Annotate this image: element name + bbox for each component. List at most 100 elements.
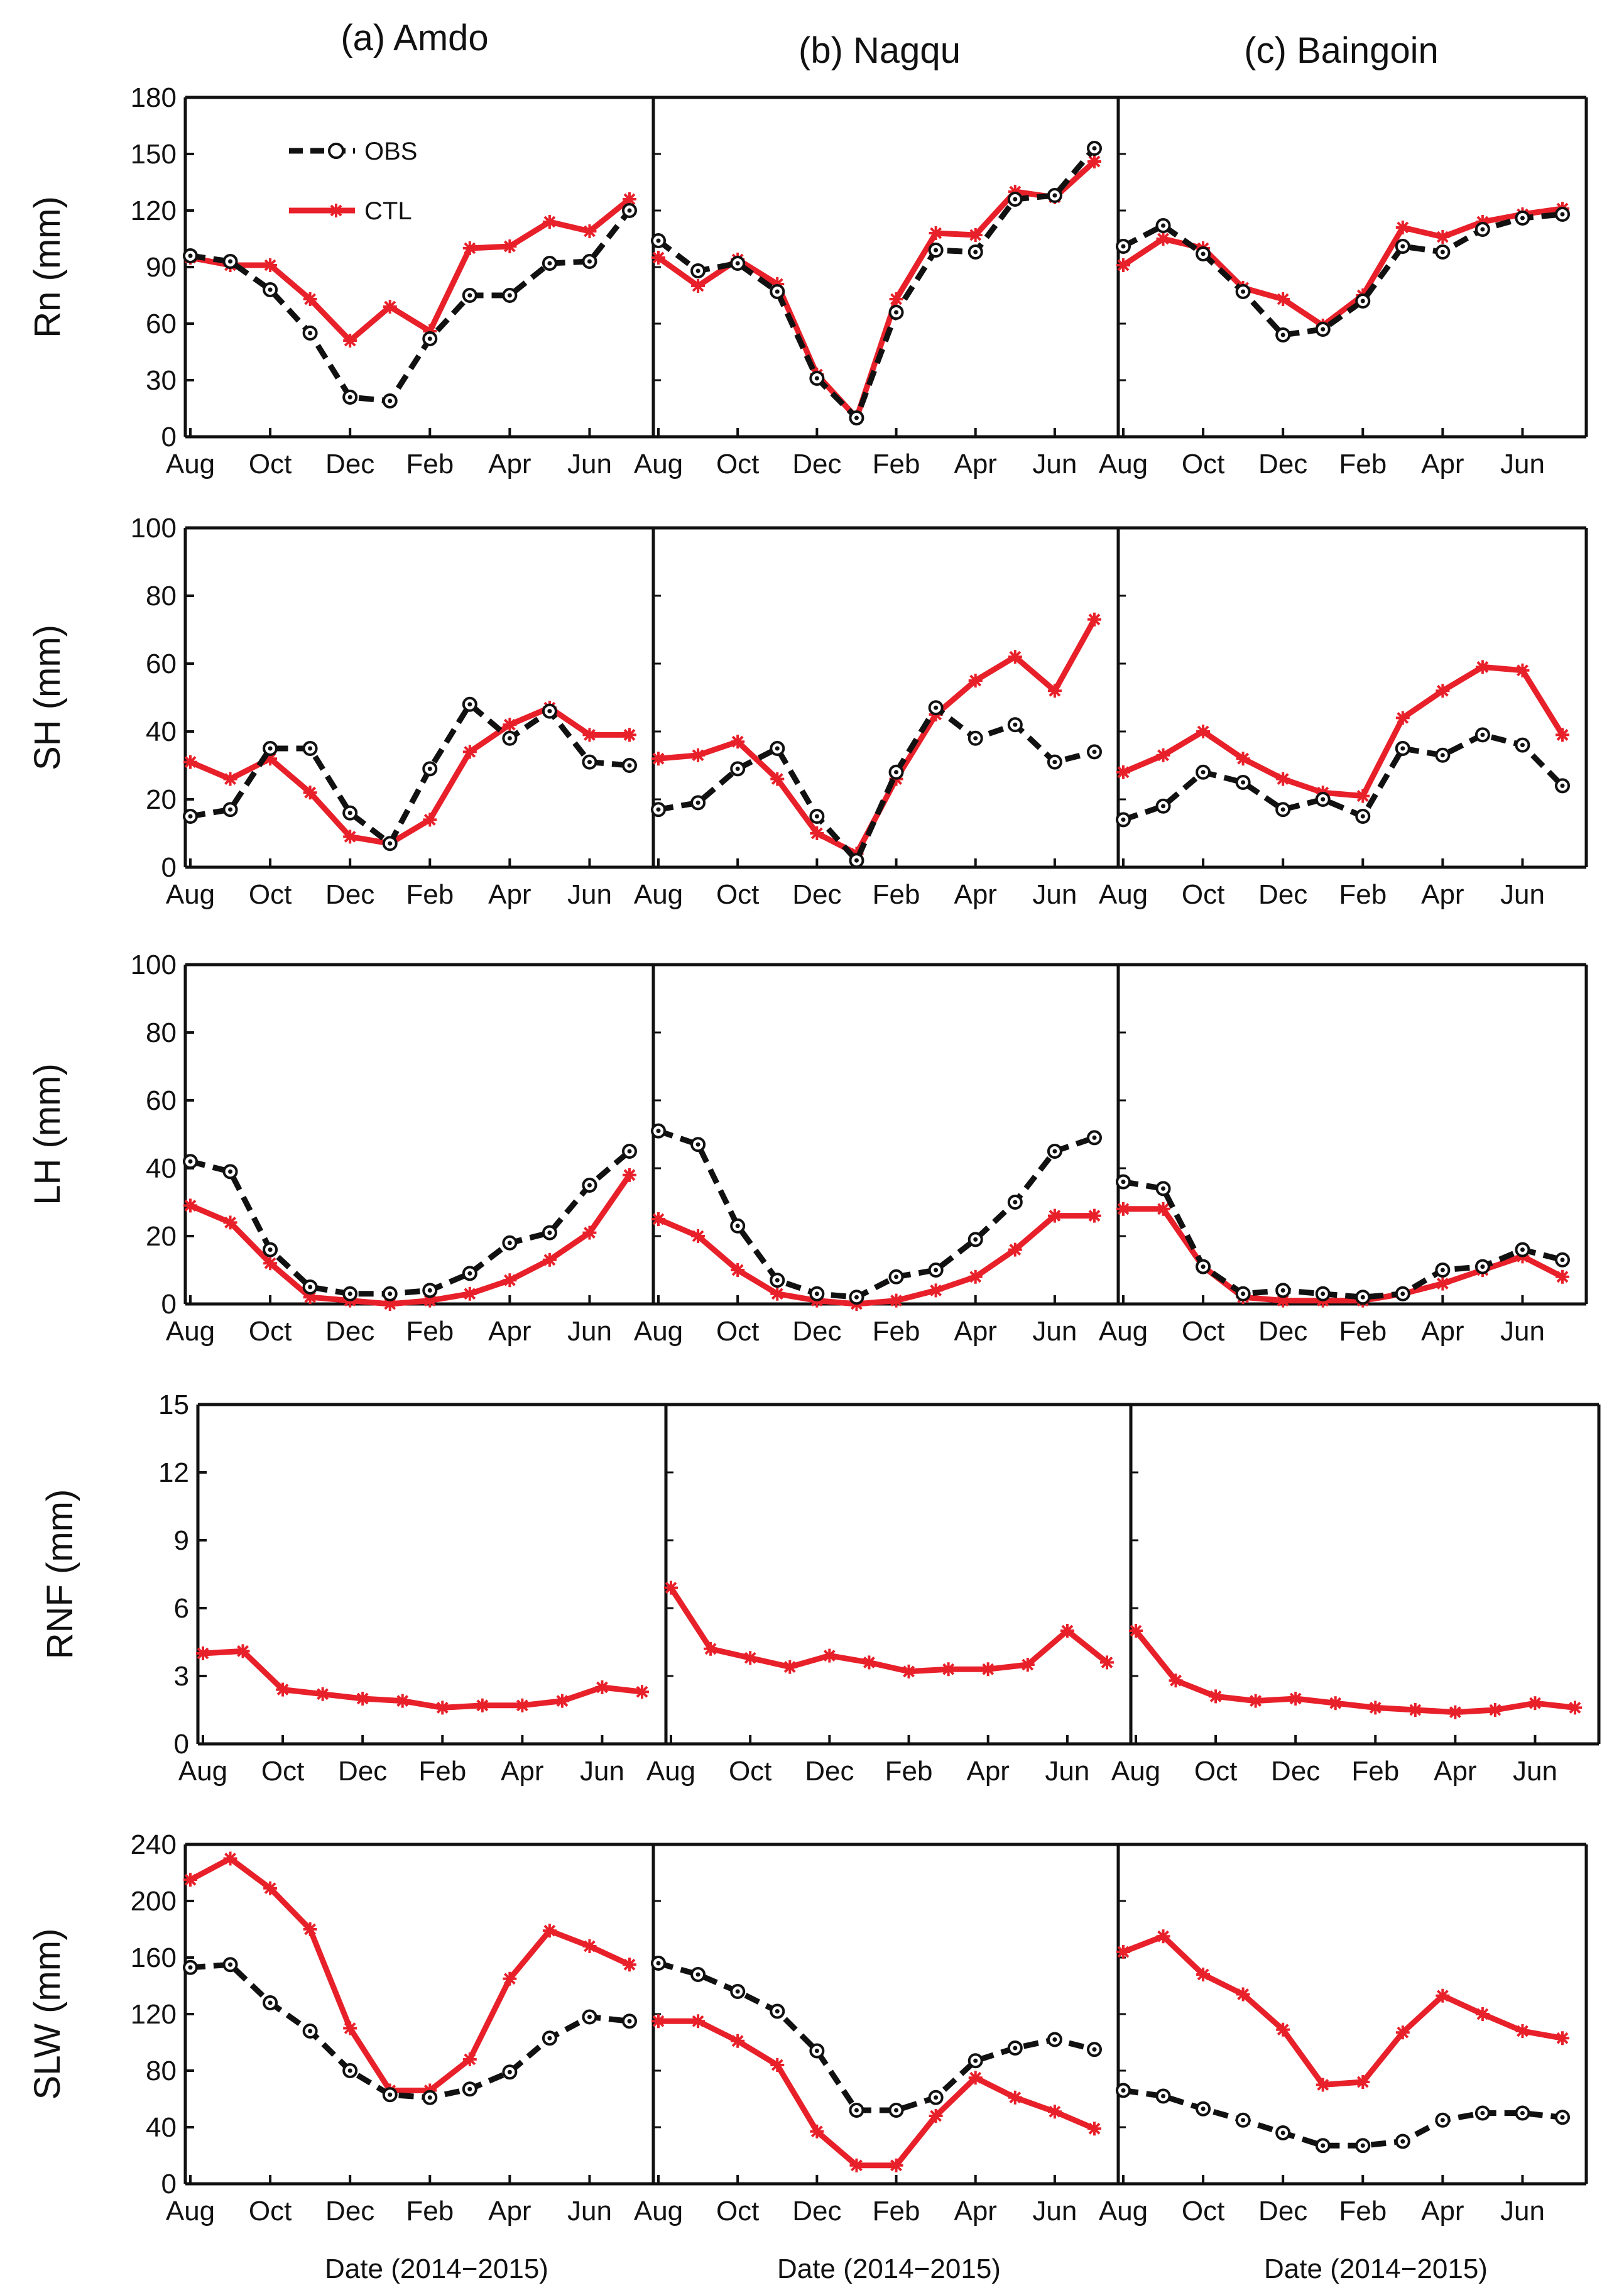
panel-lh-amdo: 0 20 40 60 80 100 LH (mm) Aug Oct Dec Feb Apr Jun	[27, 950, 653, 1347]
x-tick-label: Jun	[1045, 1756, 1089, 1787]
obs-point-center	[934, 1268, 939, 1273]
ctl-point	[1087, 612, 1101, 627]
ctl-point	[1276, 772, 1290, 786]
obs-point-center	[656, 1129, 661, 1134]
ctl-point	[691, 279, 706, 293]
ctl-point	[1156, 1202, 1170, 1216]
x-tick-label: Dec	[325, 2196, 374, 2227]
ctl-point	[1408, 1703, 1422, 1717]
legend-obs-marker	[328, 143, 344, 159]
obs-point-center	[1360, 2143, 1365, 2148]
series-line-ctl	[188, 1856, 631, 2093]
x-tick-label: Oct	[249, 879, 292, 910]
x-tick-label: Jun	[1500, 449, 1545, 479]
ctl-point	[770, 2058, 785, 2072]
obs-point-center	[388, 1291, 393, 1296]
x-tick-label: Feb	[406, 1316, 454, 1347]
series-obs	[183, 1144, 637, 1301]
ctl-point	[1209, 1689, 1223, 1704]
series-obs	[183, 696, 637, 852]
obs-point-center	[1013, 197, 1018, 202]
ctl-point	[1395, 2025, 1410, 2040]
obs-point-center	[894, 2108, 899, 2113]
obs-point-center	[1161, 2094, 1166, 2098]
ctl-point	[263, 1881, 278, 1895]
ctl-point	[1356, 789, 1370, 803]
x-tick-label: Dec	[1271, 1756, 1320, 1787]
ctl-point	[1395, 221, 1410, 234]
ctl-point	[770, 772, 785, 786]
x-tick-label: Aug	[1099, 879, 1148, 910]
y-axis-label: RNF (mm)	[40, 1489, 80, 1660]
x-tick-label: Oct	[1182, 1316, 1224, 1347]
x-tick-label: Feb	[1339, 449, 1387, 479]
x-tick-label: Feb	[1339, 879, 1387, 910]
ctl-point	[1196, 1968, 1211, 1981]
x-tick-label: Feb	[406, 879, 454, 910]
panel-sh-baingoin: Aug Oct Dec Feb Apr Jun	[1099, 526, 1588, 910]
y-tick-label: 40	[146, 2112, 177, 2143]
obs-point-center	[854, 415, 859, 420]
ctl-point	[623, 728, 636, 742]
obs-point-center	[1201, 251, 1206, 256]
ctl-point	[1020, 1658, 1035, 1672]
y-tick-label: 20	[146, 1221, 177, 1252]
y-tick-label: 0	[174, 1729, 189, 1760]
x-tick-label: Apr	[966, 1756, 1009, 1787]
x-tick-label: Apr	[488, 1316, 531, 1347]
ctl-point	[1248, 1694, 1263, 1708]
y-tick-label: 180	[131, 82, 177, 113]
x-tick-label: Aug	[1099, 449, 1148, 479]
series-line-ctl	[189, 1173, 632, 1307]
obs-point-center	[1241, 2118, 1246, 2123]
y-tick-label: 240	[131, 1829, 177, 1860]
ctl-point	[383, 300, 397, 314]
x-tick-label: Dec	[792, 1316, 841, 1347]
obs-point-center	[1440, 2118, 1445, 2123]
ctl-point	[1236, 1987, 1250, 2002]
obs-point-center	[587, 2015, 592, 2019]
obs-point-center	[1161, 804, 1166, 809]
obs-point-center	[268, 1247, 273, 1252]
y-tick-label: 60	[146, 309, 177, 339]
obs-point-center	[308, 746, 313, 751]
x-tick-label: Feb	[873, 879, 920, 910]
obs-point-center	[1121, 1180, 1126, 1185]
ctl-point	[902, 1664, 916, 1679]
x-tick-label: Apr	[1434, 1756, 1476, 1787]
obs-point-center	[735, 766, 740, 771]
x-tick-label: Dec	[338, 1756, 387, 1787]
ctl-point	[1060, 1624, 1074, 1638]
ctl-point	[1236, 752, 1250, 766]
obs-point-center	[427, 766, 432, 771]
obs-point-center	[695, 1972, 700, 1977]
obs-point-center	[1013, 722, 1018, 727]
obs-point-center	[814, 814, 819, 819]
ctl-point	[889, 2158, 903, 2172]
obs-point-center	[228, 259, 233, 264]
series-ctl	[1116, 1202, 1569, 1308]
obs-point-center	[1280, 807, 1285, 812]
x-tick-label: Jun	[1032, 2196, 1077, 2227]
ctl-point	[582, 224, 597, 238]
obs-point-center	[973, 2058, 978, 2063]
ctl-point	[223, 772, 237, 786]
y-tick-label: 40	[146, 1153, 177, 1184]
x-tick-label: Dec	[325, 879, 374, 910]
obs-point-center	[627, 1149, 632, 1154]
obs-point-center	[1400, 746, 1405, 751]
obs-point-center	[854, 858, 859, 863]
series-line-ctl	[657, 1213, 1094, 1307]
column-title-amdo: (a) Amdo	[341, 18, 488, 58]
series-line-ctl	[1122, 664, 1565, 799]
y-tick-label: 30	[146, 365, 177, 396]
xlabel-amdo: Date (2014−2015)	[325, 2254, 548, 2284]
obs-point-center	[894, 1274, 899, 1279]
ctl-point	[1116, 1945, 1130, 1959]
x-tick-label: Dec	[325, 449, 374, 479]
series-line-ctl	[668, 1586, 1109, 1675]
series-line-ctl	[1122, 1933, 1563, 2088]
series-obs	[1116, 727, 1570, 828]
